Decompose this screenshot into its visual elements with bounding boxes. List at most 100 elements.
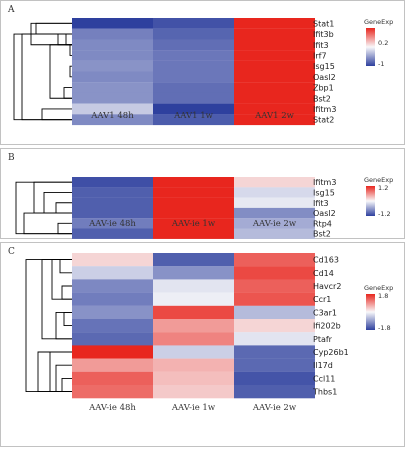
legend-tick: -1.2	[378, 210, 391, 218]
heatmap-cell	[234, 279, 315, 293]
gene-label: Ifi202b	[313, 322, 341, 331]
heatmap-cell	[234, 18, 315, 29]
heatmap-cell	[153, 197, 234, 208]
heatmap-cell	[153, 385, 234, 399]
heatmap-cell	[72, 114, 153, 126]
heatmap-cell	[153, 103, 234, 115]
heatmap-cell	[72, 345, 153, 359]
heatmap-cell	[153, 18, 234, 29]
legend-colorbar	[366, 294, 375, 330]
gene-label: Ccl11	[313, 374, 335, 383]
heatmap-cell	[153, 28, 234, 40]
heatmap-cell	[234, 266, 315, 280]
row-dendrogram	[15, 181, 72, 235]
heatmap-cell	[72, 39, 153, 51]
heatmap-cell	[72, 279, 153, 293]
heatmap-cell	[153, 319, 234, 333]
legend-colorbar	[366, 186, 375, 216]
gene-label: Cd163	[313, 256, 339, 265]
column-label: AAV-ie 48h	[88, 403, 136, 413]
gene-label: Isg15	[313, 62, 335, 71]
heatmap-cell	[234, 28, 315, 40]
heatmap-cell	[234, 292, 315, 306]
heatmap-cell	[234, 50, 315, 61]
heatmap-cell	[234, 177, 315, 188]
gene-label: Ccr1	[313, 295, 331, 304]
heatmap-cell	[153, 345, 234, 359]
column-label: AAV-ie 48h	[88, 219, 136, 229]
heatmap-cell	[153, 371, 234, 386]
heatmap-cell	[72, 371, 153, 386]
heatmap-cell	[72, 385, 153, 399]
heatmap-cell	[234, 319, 315, 333]
gene-label: Cyp26b1	[313, 348, 349, 357]
heatmap-cell	[234, 60, 315, 72]
panel-label-c: C	[8, 247, 15, 257]
heatmap-cell	[153, 71, 234, 83]
heatmap-cell	[153, 305, 234, 320]
heatmap-cell	[234, 305, 315, 320]
heatmap-cell	[153, 279, 234, 293]
heatmap-cell	[72, 266, 153, 280]
column-label: AAV-ie 2w	[252, 219, 297, 229]
heatmap-cell	[72, 18, 153, 29]
gene-label: Havcr2	[313, 282, 341, 291]
heatmap-cell	[153, 60, 234, 72]
heatmap-cell	[72, 358, 153, 372]
heatmap-cell	[72, 319, 153, 333]
legend-tick: -1	[378, 60, 384, 68]
gene-label: Thbs1	[312, 388, 337, 397]
heatmap-cell	[72, 292, 153, 306]
panel-label-b: B	[8, 153, 15, 163]
gene-label: Stat1	[313, 19, 334, 28]
gene-label: Il17d	[313, 361, 333, 370]
heatmap-cell	[234, 345, 315, 359]
heatmap-cell	[72, 82, 153, 93]
heatmap-cell	[72, 92, 153, 104]
heatmap-cell	[153, 292, 234, 306]
heatmap-cell	[72, 50, 153, 61]
heatmap-cell	[72, 305, 153, 320]
gene-label: Ifit3	[313, 41, 329, 50]
gene-label: Isg15	[313, 188, 335, 197]
gene-label: Stat2	[313, 116, 334, 125]
heatmap-panel-c: C Cd163 Cd14 Havcr2 Ccr1 C3ar1 Ifi202b Ptafr Cyp…	[0, 242, 405, 447]
legend-tick: 1.2	[378, 184, 388, 192]
heatmap-cell	[72, 332, 153, 346]
heatmap-cell	[72, 207, 153, 219]
heatmap-cell	[72, 177, 153, 188]
gene-label: Cd14	[313, 269, 334, 278]
column-label: AAV-ie 1w	[171, 403, 216, 413]
column-label: AAV-ie 2w	[252, 403, 297, 413]
heatmap-cell	[153, 332, 234, 346]
heatmap-cell	[234, 71, 315, 83]
heatmap-cell	[234, 92, 315, 104]
heatmap-cell	[153, 39, 234, 51]
legend-title: GeneExp	[364, 18, 393, 26]
heatmap-cell	[153, 92, 234, 104]
gene-label: Zbp1	[313, 84, 334, 93]
legend-colorbar	[366, 28, 375, 66]
heatmap-cell	[234, 253, 315, 267]
heatmap-cell	[234, 228, 315, 239]
heatmap-cell	[153, 82, 234, 93]
heatmap-cell	[153, 177, 234, 188]
heatmap-cell	[72, 28, 153, 40]
heatmap-cell	[234, 39, 315, 51]
heatmap-cell	[153, 187, 234, 198]
gene-label: Ifit3	[313, 199, 329, 208]
gene-label: Oasl2	[313, 209, 336, 218]
heatmap-cell	[72, 71, 153, 83]
heatmap-cell	[72, 253, 153, 267]
heatmap-cell	[234, 114, 315, 126]
gene-label: Ifit3b	[313, 30, 334, 39]
column-label: AAV1 48h	[90, 111, 134, 121]
gene-label: C3ar1	[313, 308, 337, 317]
gene-label: Ifitm3	[313, 105, 336, 114]
gene-label: Bst2	[313, 94, 331, 103]
